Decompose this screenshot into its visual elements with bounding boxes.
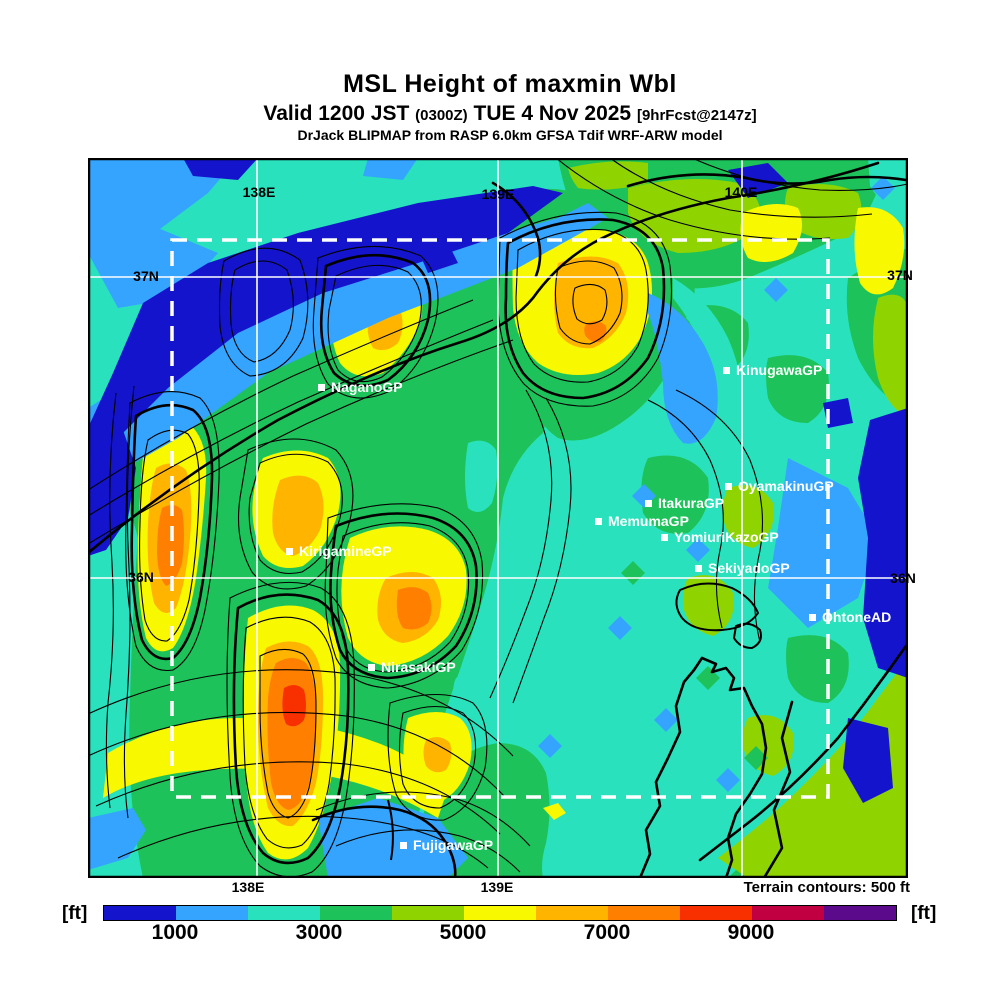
terrain-contour-svg xyxy=(88,158,908,878)
station-label: KinugawaGP xyxy=(736,362,823,378)
grid-label-lon-138e-top: 138E xyxy=(242,184,276,200)
colorbar-tick-7000: 7000 xyxy=(583,921,631,944)
station-label: MemumaGP xyxy=(608,513,689,529)
colorbar-tick-5000: 5000 xyxy=(439,921,487,944)
valid-date: TUE 4 Nov 2025 xyxy=(473,102,632,125)
colorbar-tick-1000: 1000 xyxy=(151,921,199,944)
station-dot xyxy=(595,517,602,525)
terrain-contour-note: Terrain contours: 500 ft xyxy=(743,879,910,896)
colorbar-segment xyxy=(536,906,608,920)
colorbar-tick-3000: 3000 xyxy=(295,921,343,944)
station-label: SekiyadoGP xyxy=(708,560,790,576)
station-kinugawagp: KinugawaGP xyxy=(723,362,822,378)
station-kirigaminegp: KirigamineGP xyxy=(286,543,392,559)
station-dot xyxy=(723,366,730,374)
map-canvas[interactable]: 138E 139E 140E 37N 37N 36N 36N NaganoGP … xyxy=(88,158,916,878)
colorbar-segment xyxy=(464,906,536,920)
station-itakuragp: ItakuraGP xyxy=(645,495,724,511)
valid-prefix: Valid 1200 JST xyxy=(263,102,410,125)
colorbar-segment xyxy=(680,906,752,920)
colorbar-segment xyxy=(176,906,248,920)
colorbar-unit-right: [ft] xyxy=(911,903,937,924)
grid-label-lat-37n-left: 37N xyxy=(133,268,159,284)
station-dot xyxy=(286,547,293,555)
station-dot xyxy=(400,841,407,849)
station-oyamakinugp: OyamakinuGP xyxy=(725,478,834,494)
colorbar-segment xyxy=(752,906,824,920)
station-memumagp: MemumaGP xyxy=(595,513,689,529)
station-dot xyxy=(695,564,702,572)
grid-label-lon-139e-bottom: 139E xyxy=(480,879,514,895)
colorbar-segment xyxy=(824,906,896,920)
station-label: OhtoneAD xyxy=(822,609,892,625)
colorbar-unit-left: [ft] xyxy=(62,903,88,924)
colorbar-segment xyxy=(608,906,680,920)
station-dot xyxy=(809,613,816,621)
colorbar-segment xyxy=(320,906,392,920)
station-ohtonead: OhtoneAD xyxy=(809,609,891,625)
colorbar-segment xyxy=(104,906,176,920)
station-yomiurikazogp: YomiuriKazoGP xyxy=(661,529,779,545)
forecast-tag: [9hrFcst@2147z] xyxy=(636,107,757,124)
colorbar xyxy=(103,905,897,921)
grid-label-lat-36n-right: 36N xyxy=(890,570,916,586)
header: MSL Height of maxmin Wbl Valid 1200 JST … xyxy=(10,0,1000,143)
valid-time-line: Valid 1200 JST (0300Z) TUE 4 Nov 2025 [9… xyxy=(10,102,1000,126)
station-label: NirasakiGP xyxy=(381,659,456,675)
station-dot xyxy=(318,383,325,391)
station-dot xyxy=(661,533,668,541)
station-nirasakigp: NirasakiGP xyxy=(368,659,456,675)
station-dot xyxy=(645,499,652,507)
colorbar-segment xyxy=(248,906,320,920)
grid-label-lon-139e-top: 139E xyxy=(481,186,515,202)
station-fujigawagp: FujigawaGP xyxy=(400,837,493,853)
valid-zulu: (0300Z) xyxy=(415,107,468,124)
page-title: MSL Height of maxmin Wbl xyxy=(343,70,677,98)
grid-label-lat-37n-right: 37N xyxy=(887,267,913,283)
model-line: DrJack BLIPMAP from RASP 6.0km GFSA Tdif… xyxy=(297,127,723,143)
station-dot xyxy=(368,663,375,671)
station-label: YomiuriKazoGP xyxy=(674,529,779,545)
colorbar-segment xyxy=(392,906,464,920)
colorbar-tick-9000: 9000 xyxy=(727,921,775,944)
station-label: FujigawaGP xyxy=(413,837,494,853)
grid-label-lat-36n-left: 36N xyxy=(128,569,154,585)
station-label: NaganoGP xyxy=(331,379,403,395)
station-label: OyamakinuGP xyxy=(738,478,834,494)
grid-label-lon-138e-bottom: 138E xyxy=(231,879,265,895)
station-label: KirigamineGP xyxy=(299,543,392,559)
station-dot xyxy=(725,482,732,490)
station-naganogp: NaganoGP xyxy=(318,379,403,395)
station-label: ItakuraGP xyxy=(658,495,725,511)
grid-label-lon-140e-top: 140E xyxy=(724,184,758,200)
station-sekiyadogp: SekiyadoGP xyxy=(695,560,790,576)
